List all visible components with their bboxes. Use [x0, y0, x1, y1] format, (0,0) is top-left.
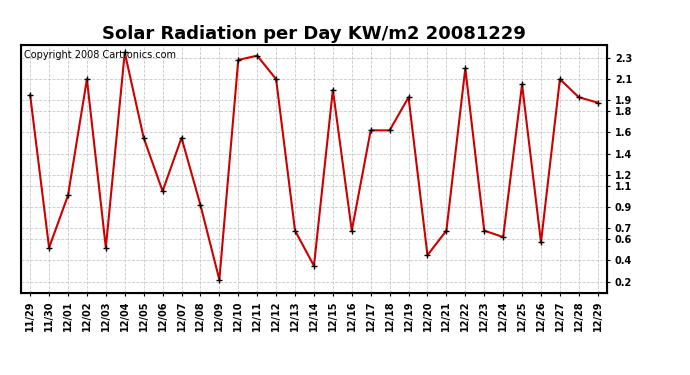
- Text: Copyright 2008 Cartronics.com: Copyright 2008 Cartronics.com: [23, 50, 176, 60]
- Title: Solar Radiation per Day KW/m2 20081229: Solar Radiation per Day KW/m2 20081229: [102, 26, 526, 44]
